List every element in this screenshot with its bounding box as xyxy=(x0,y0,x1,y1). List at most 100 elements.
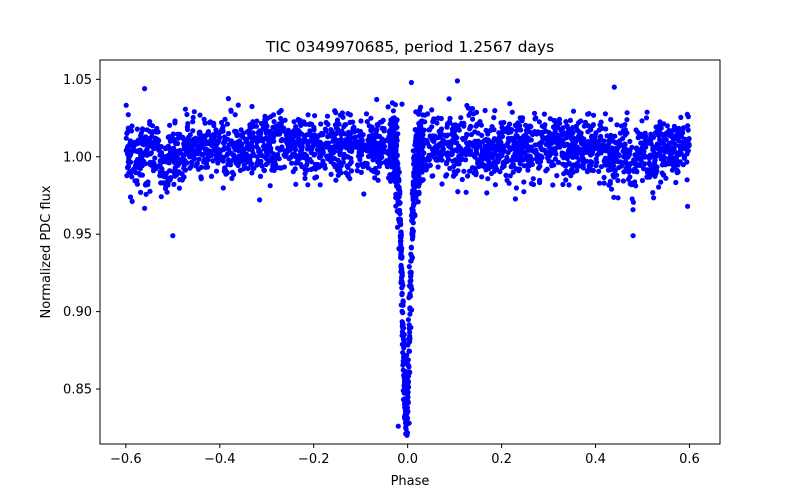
data-point xyxy=(182,151,188,157)
data-point xyxy=(615,195,621,201)
data-point xyxy=(652,159,658,165)
data-point xyxy=(132,142,138,148)
x-tick-label: 0.6 xyxy=(679,452,700,467)
data-point xyxy=(342,143,348,149)
data-point xyxy=(557,144,563,150)
data-point xyxy=(395,131,401,137)
data-point xyxy=(181,141,187,147)
data-point xyxy=(587,140,593,147)
data-point xyxy=(390,108,396,114)
data-point xyxy=(222,116,228,122)
data-point xyxy=(409,213,415,219)
data-point xyxy=(256,149,262,155)
data-point xyxy=(331,161,337,167)
data-point xyxy=(228,107,234,113)
data-point xyxy=(406,264,412,270)
data-point xyxy=(137,147,143,153)
data-point xyxy=(199,141,205,147)
data-point xyxy=(479,174,485,180)
data-point xyxy=(398,269,404,275)
data-point xyxy=(312,113,318,119)
data-point xyxy=(129,174,135,180)
data-point xyxy=(661,155,668,161)
data-point xyxy=(255,130,261,136)
data-point xyxy=(560,181,566,188)
data-point xyxy=(525,167,531,173)
data-point xyxy=(372,165,379,172)
data-point xyxy=(571,137,578,143)
data-point xyxy=(133,159,139,165)
data-point xyxy=(339,110,345,116)
data-point xyxy=(323,128,329,134)
data-point xyxy=(125,112,131,118)
data-point xyxy=(531,110,538,116)
data-point xyxy=(684,146,690,152)
data-point xyxy=(358,169,364,175)
data-point xyxy=(253,123,259,129)
data-point xyxy=(541,147,547,153)
data-point xyxy=(567,129,573,135)
data-point xyxy=(241,162,247,168)
data-point xyxy=(611,174,617,180)
data-point xyxy=(393,125,399,131)
data-point xyxy=(482,143,488,149)
data-point xyxy=(346,147,353,153)
data-point xyxy=(402,415,408,421)
data-point xyxy=(374,96,380,103)
data-point xyxy=(611,84,617,90)
data-point xyxy=(152,163,158,169)
data-point xyxy=(350,129,356,135)
data-point xyxy=(224,121,230,127)
data-point xyxy=(603,144,609,150)
data-point xyxy=(143,191,149,197)
data-point xyxy=(480,150,486,156)
data-point xyxy=(233,157,239,163)
data-point xyxy=(406,364,412,370)
data-point xyxy=(165,143,171,149)
data-point xyxy=(290,169,296,175)
data-point xyxy=(211,122,217,129)
data-point xyxy=(417,126,423,132)
data-point xyxy=(152,145,159,151)
data-point xyxy=(226,146,232,152)
data-point xyxy=(456,143,462,149)
data-point xyxy=(332,156,338,162)
data-point xyxy=(512,122,519,128)
data-point xyxy=(567,117,574,123)
data-point xyxy=(446,96,452,102)
data-point xyxy=(418,166,424,172)
data-point xyxy=(644,109,650,115)
data-point xyxy=(238,127,244,133)
data-point xyxy=(393,179,399,185)
data-point xyxy=(634,161,640,167)
data-point xyxy=(398,252,404,258)
data-point xyxy=(233,128,239,134)
data-point xyxy=(464,131,470,137)
data-point xyxy=(142,86,148,92)
data-point xyxy=(430,153,437,160)
data-point xyxy=(445,140,452,146)
data-point xyxy=(459,176,465,183)
data-point xyxy=(179,177,185,183)
data-point xyxy=(445,150,451,156)
data-point xyxy=(681,125,687,131)
data-point xyxy=(638,150,644,156)
data-point xyxy=(320,158,326,164)
data-point xyxy=(666,156,672,162)
data-point xyxy=(541,124,547,130)
data-point xyxy=(307,156,313,162)
data-point xyxy=(625,150,631,156)
data-point xyxy=(427,162,433,168)
data-point xyxy=(506,180,512,186)
data-point xyxy=(556,116,563,122)
data-point xyxy=(394,117,400,123)
data-point xyxy=(499,125,505,131)
data-point xyxy=(499,153,505,159)
data-point xyxy=(401,345,407,351)
plot-frame xyxy=(99,59,721,445)
data-point xyxy=(224,152,230,158)
data-point xyxy=(395,423,401,429)
data-point xyxy=(299,144,305,150)
data-point xyxy=(576,185,583,191)
data-point xyxy=(570,125,576,131)
